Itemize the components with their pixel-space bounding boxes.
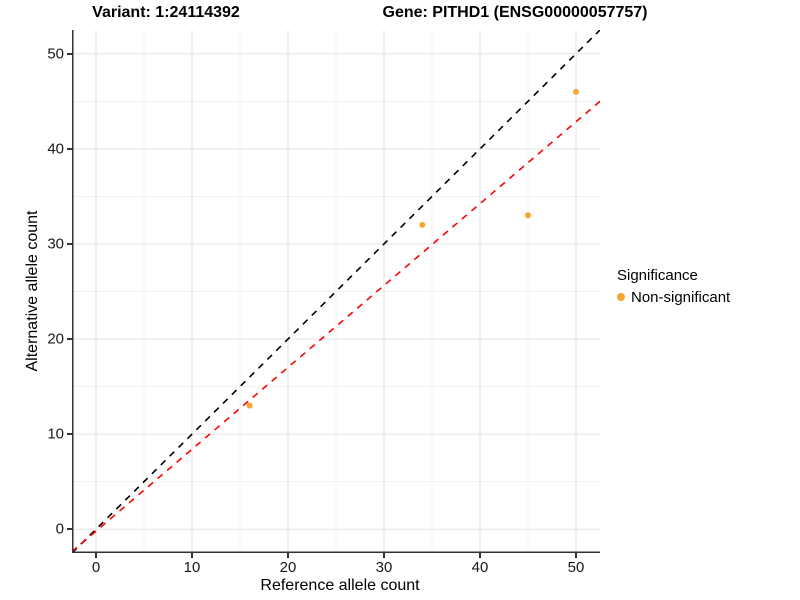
y-tick-mark	[67, 528, 72, 530]
plot-panel	[72, 30, 600, 553]
x-tick-label: 20	[279, 559, 297, 576]
x-tick-label: 40	[471, 559, 489, 576]
y-tick-label: 50	[47, 45, 64, 63]
legend-items: Non-significant	[617, 287, 730, 307]
y-tick-label: 10	[47, 425, 64, 443]
y-tick-mark	[67, 243, 72, 245]
x-tick-mark	[191, 553, 193, 558]
y-tick-mark	[67, 338, 72, 340]
y-tick-mark	[67, 433, 72, 435]
data-point	[246, 402, 253, 409]
y-tick-label: 0	[55, 520, 64, 538]
legend-item-label: Non-significant	[631, 288, 731, 306]
legend-item: Non-significant	[617, 287, 730, 307]
x-tick-mark	[95, 553, 97, 558]
fit-line	[72, 100, 600, 553]
x-tick-mark	[287, 553, 289, 558]
data-point	[573, 88, 579, 95]
plot-canvas	[72, 30, 600, 553]
y-tick-label: 40	[47, 140, 64, 158]
legend: Significance Non-significant	[617, 267, 730, 307]
data-point	[525, 212, 531, 219]
x-tick-label: 50	[567, 559, 585, 576]
x-tick-label: 0	[91, 559, 101, 576]
data-point	[419, 221, 426, 228]
x-tick-label: 10	[183, 559, 201, 576]
y-tick-label: 20	[47, 330, 64, 348]
variant-title: Variant: 1:24114392	[92, 4, 240, 21]
y-tick-label: 30	[47, 235, 64, 253]
legend-title: Significance	[617, 267, 698, 284]
legend-point-icon	[617, 293, 625, 301]
x-tick-mark	[575, 553, 577, 558]
x-axis-title: Reference allele count	[260, 577, 420, 594]
x-tick-mark	[479, 553, 481, 558]
y-tick-mark	[67, 148, 72, 150]
x-tick-mark	[383, 553, 385, 558]
x-tick-label: 30	[375, 559, 393, 576]
gene-title: Gene: PITHD1 (ENSG00000057757)	[382, 4, 648, 21]
y-tick-mark	[67, 53, 72, 55]
